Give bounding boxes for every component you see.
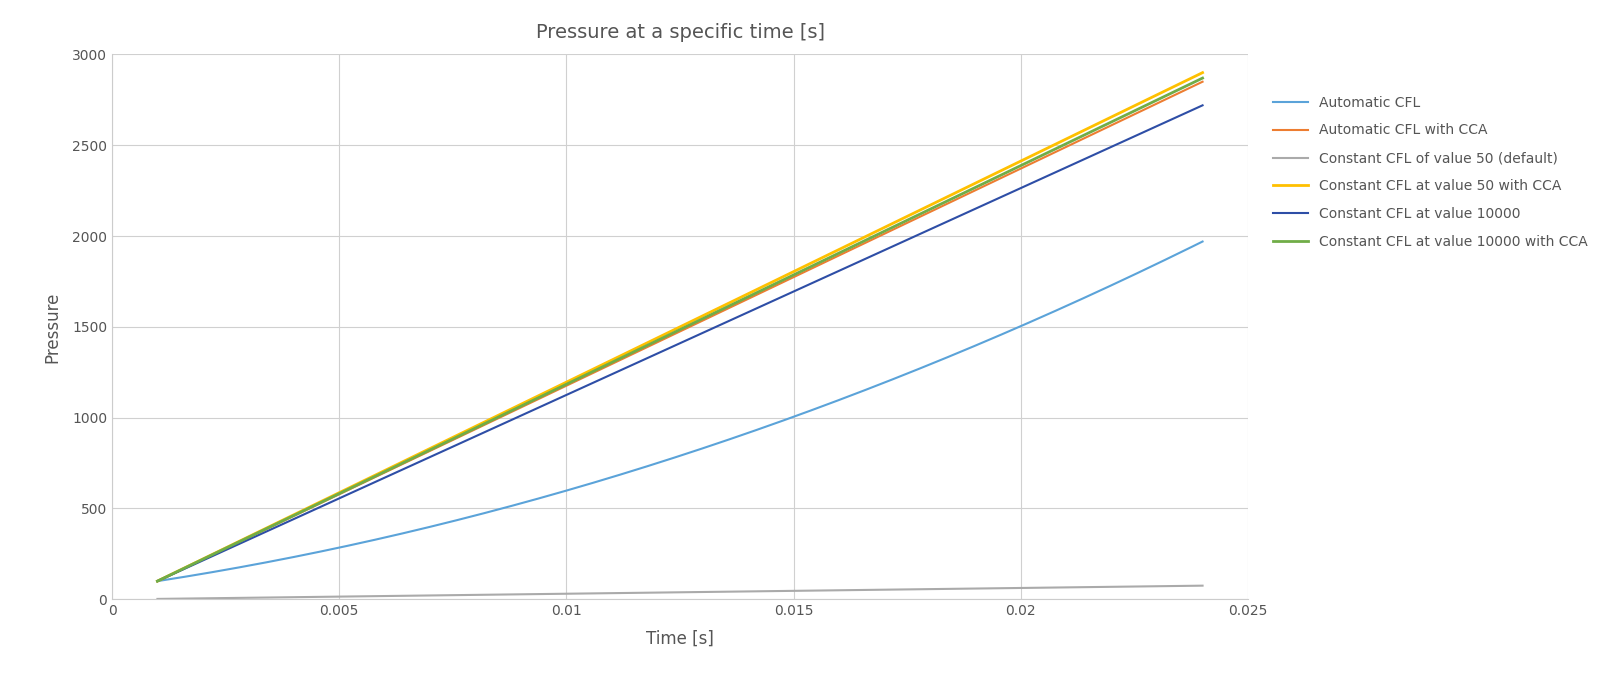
- Legend: Automatic CFL, Automatic CFL with CCA, Constant CFL of value 50 (default), Const: Automatic CFL, Automatic CFL with CCA, C…: [1266, 89, 1595, 256]
- Automatic CFL with CCA: [1005, 168, 1024, 176]
- Constant CFL at value 50 with CCA: [1005, 160, 1024, 168]
- Constant CFL at value 10000: [1194, 101, 1213, 110]
- Constant CFL at value 50 with CCA: [645, 336, 664, 344]
- Title: Pressure at a specific time [s]: Pressure at a specific time [s]: [536, 22, 824, 42]
- Constant CFL at value 50 with CCA: [714, 302, 733, 310]
- Constant CFL at value 10000: [1168, 112, 1187, 121]
- Automatic CFL: [1168, 250, 1187, 258]
- Constant CFL of value 50 (default): [1168, 582, 1187, 590]
- Automatic CFL: [645, 460, 664, 469]
- Constant CFL at value 10000: [651, 348, 670, 356]
- Constant CFL of value 50 (default): [770, 587, 789, 595]
- Automatic CFL with CCA: [770, 280, 789, 288]
- Constant CFL of value 50 (default): [714, 588, 733, 596]
- Constant CFL at value 10000 with CCA: [651, 335, 670, 343]
- Constant CFL of value 50 (default): [651, 588, 670, 597]
- Automatic CFL: [1005, 325, 1024, 333]
- Constant CFL of value 50 (default): [1194, 582, 1213, 590]
- Automatic CFL with CCA: [714, 307, 733, 315]
- Automatic CFL: [1194, 238, 1213, 246]
- Automatic CFL with CCA: [651, 337, 670, 345]
- Automatic CFL with CCA: [1168, 90, 1187, 98]
- Constant CFL at value 10000: [147, 577, 166, 585]
- Automatic CFL with CCA: [147, 577, 166, 585]
- Constant CFL at value 50 with CCA: [1168, 81, 1187, 89]
- Line: Constant CFL at value 50 with CCA: Constant CFL at value 50 with CCA: [157, 73, 1203, 581]
- Constant CFL at value 10000: [714, 319, 733, 328]
- Y-axis label: Pressure: Pressure: [43, 291, 61, 362]
- Automatic CFL: [147, 577, 166, 585]
- Constant CFL at value 10000 with CCA: [147, 577, 166, 585]
- Line: Automatic CFL: Automatic CFL: [157, 242, 1203, 581]
- Automatic CFL with CCA: [1194, 78, 1213, 86]
- Constant CFL at value 50 with CCA: [1194, 69, 1213, 77]
- Constant CFL of value 50 (default): [147, 595, 166, 603]
- Constant CFL at value 10000 with CCA: [645, 338, 664, 347]
- Line: Constant CFL at value 10000 with CCA: Constant CFL at value 10000 with CCA: [157, 78, 1203, 581]
- Constant CFL at value 10000: [770, 294, 789, 302]
- Constant CFL at value 10000: [1005, 187, 1024, 195]
- Constant CFL of value 50 (default): [1005, 584, 1024, 592]
- Constant CFL at value 10000 with CCA: [1194, 74, 1213, 82]
- Constant CFL at value 50 with CCA: [651, 332, 670, 340]
- Line: Constant CFL of value 50 (default): Constant CFL of value 50 (default): [157, 586, 1203, 599]
- Constant CFL at value 50 with CCA: [770, 274, 789, 283]
- Automatic CFL: [770, 417, 789, 426]
- Constant CFL at value 50 with CCA: [147, 577, 166, 585]
- Line: Automatic CFL with CCA: Automatic CFL with CCA: [157, 82, 1203, 581]
- Automatic CFL: [651, 458, 670, 466]
- Constant CFL at value 10000 with CCA: [1005, 165, 1024, 173]
- Automatic CFL: [714, 437, 733, 445]
- Constant CFL at value 10000 with CCA: [1168, 86, 1187, 94]
- Constant CFL at value 10000 with CCA: [714, 305, 733, 313]
- X-axis label: Time [s]: Time [s]: [646, 629, 714, 647]
- Constant CFL at value 10000 with CCA: [770, 278, 789, 286]
- Line: Constant CFL at value 10000: Constant CFL at value 10000: [157, 106, 1203, 581]
- Automatic CFL with CCA: [645, 340, 664, 348]
- Constant CFL of value 50 (default): [645, 588, 664, 597]
- Constant CFL at value 10000: [645, 351, 664, 360]
